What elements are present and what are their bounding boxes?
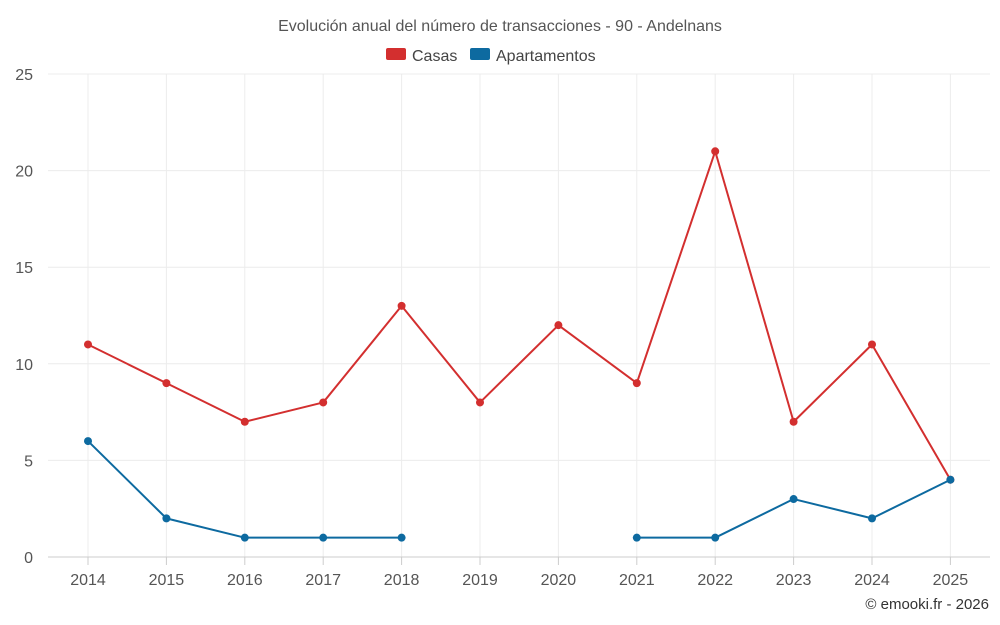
legend-item-casas[interactable]: Casas: [386, 48, 457, 65]
data-point-apartamentos-2015[interactable]: [162, 514, 171, 523]
data-point-apartamentos-2023[interactable]: [789, 495, 798, 504]
x-tick-label: 2021: [619, 572, 655, 589]
legend-label-apartamentos: Apartamentos: [496, 48, 596, 65]
data-point-casas-2024[interactable]: [868, 340, 876, 349]
legend-item-apartamentos[interactable]: Apartamentos: [470, 48, 596, 65]
x-tick-label: 2022: [697, 572, 733, 589]
data-point-casas-2014[interactable]: [84, 340, 92, 349]
legend-label-casas: Casas: [412, 48, 457, 65]
x-tick-label: 2024: [854, 572, 890, 589]
series-apartamentos: [84, 437, 955, 542]
data-point-apartamentos-2021[interactable]: [632, 533, 641, 542]
x-tick-label: 2019: [462, 572, 498, 589]
data-point-apartamentos-2025[interactable]: [946, 475, 955, 484]
data-point-casas-2020[interactable]: [554, 321, 563, 330]
credit-text: © emooki.fr - 2026: [865, 596, 989, 613]
y-tick-label: 10: [15, 357, 33, 374]
legend-swatch-casas: [386, 48, 406, 60]
x-tick-label: 2016: [227, 572, 263, 589]
data-point-casas-2018[interactable]: [397, 301, 406, 310]
data-point-casas-2023[interactable]: [789, 417, 798, 426]
x-tick-label: 2014: [70, 572, 106, 589]
x-tick-label: 2020: [541, 572, 577, 589]
data-point-apartamentos-2024[interactable]: [868, 514, 876, 523]
data-point-casas-2016[interactable]: [240, 417, 249, 426]
data-point-casas-2017[interactable]: [319, 398, 328, 407]
series-line-casas-segment-0: [87, 150, 952, 481]
data-point-apartamentos-2017[interactable]: [319, 533, 328, 542]
data-point-casas-2022[interactable]: [711, 147, 720, 156]
series-casas: [84, 147, 955, 484]
x-tick-label: 2023: [776, 572, 812, 589]
y-tick-label: 0: [24, 550, 33, 567]
data-point-casas-2019[interactable]: [476, 398, 484, 407]
data-point-apartamentos-2016[interactable]: [240, 533, 249, 542]
data-point-casas-2021[interactable]: [632, 379, 641, 388]
y-tick-label: 25: [15, 67, 33, 84]
x-tick-label: 2018: [384, 572, 420, 589]
data-point-apartamentos-2022[interactable]: [711, 533, 720, 542]
x-tick-label: 2015: [149, 572, 185, 589]
data-point-apartamentos-2018[interactable]: [397, 533, 406, 542]
data-point-casas-2015[interactable]: [162, 379, 171, 388]
chart-title: Evolución anual del número de transaccio…: [278, 18, 722, 35]
y-tick-label: 5: [24, 453, 33, 470]
series: [84, 147, 955, 542]
legend-swatch-apartamentos: [470, 48, 490, 60]
y-tick-label: 20: [15, 164, 33, 181]
grid: [48, 73, 990, 557]
x-tick-label: 2017: [305, 572, 341, 589]
y-tick-label: 15: [15, 260, 33, 277]
data-point-apartamentos-2014[interactable]: [84, 437, 92, 446]
x-tick-label: 2025: [933, 572, 969, 589]
legend: Casas Apartamentos: [386, 48, 596, 65]
